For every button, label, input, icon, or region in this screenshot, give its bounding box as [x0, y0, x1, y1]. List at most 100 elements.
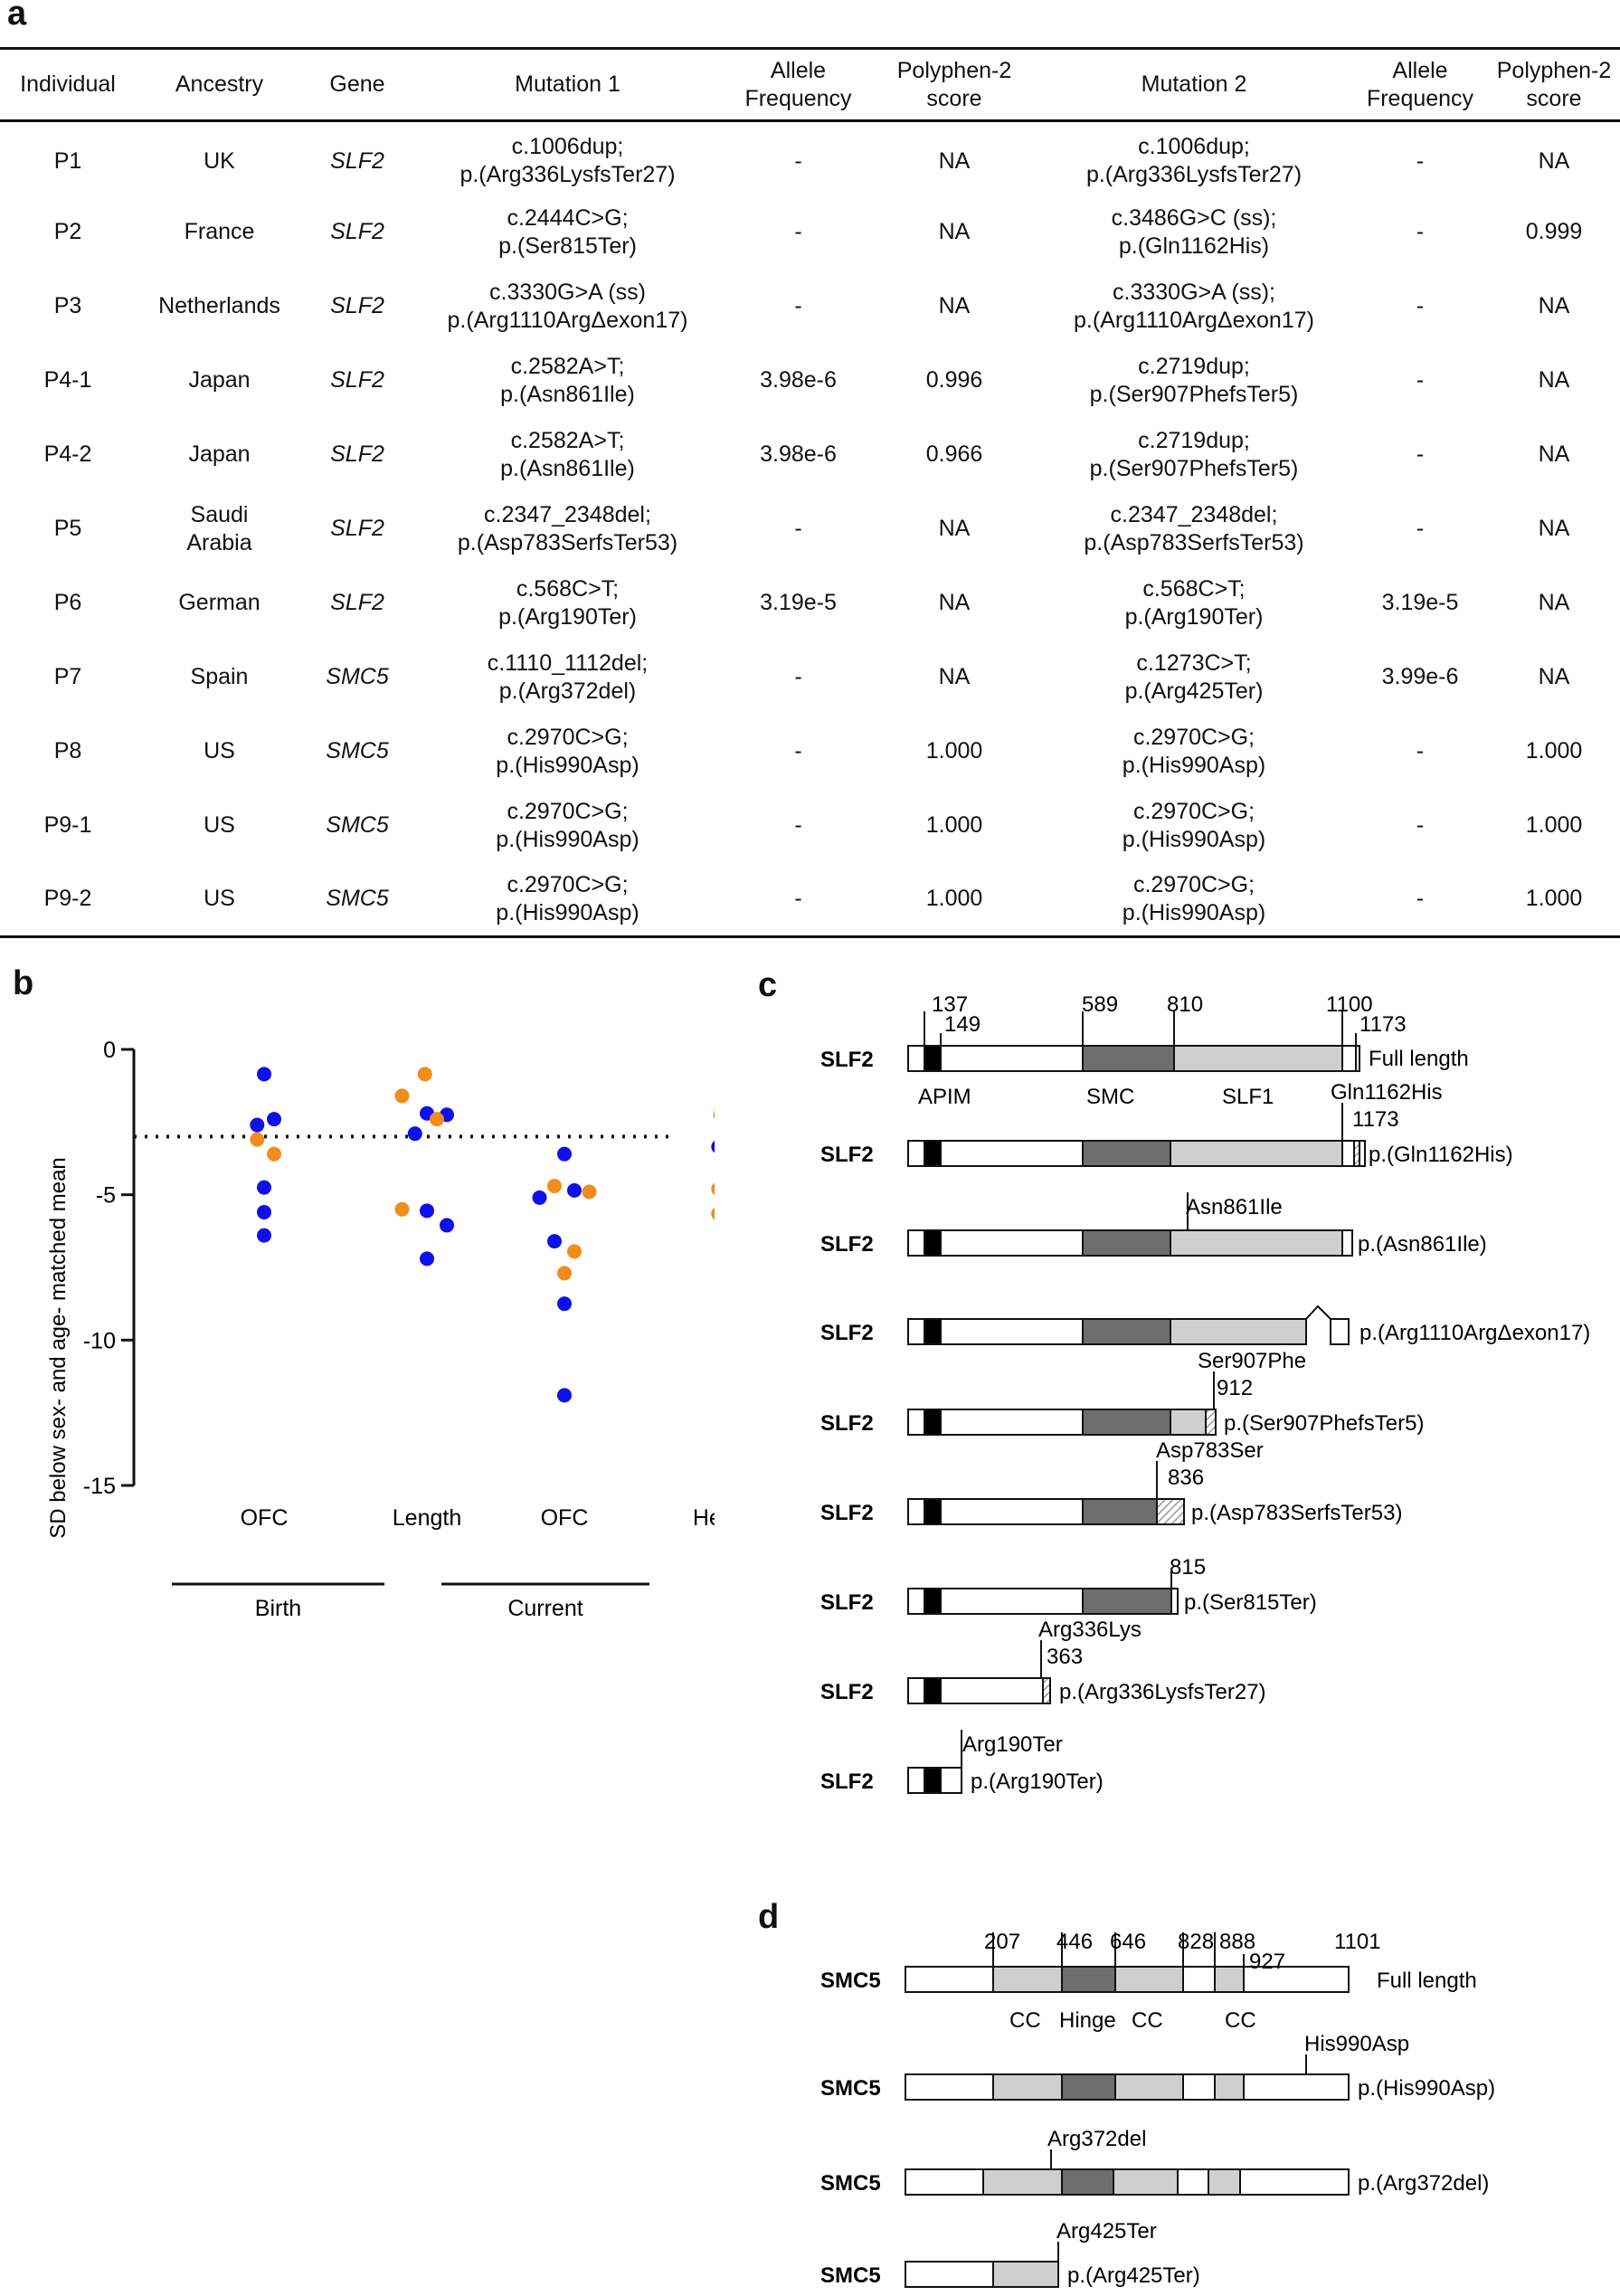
group-label: Birth: [255, 1596, 301, 1621]
position-number: 810: [1167, 992, 1203, 1017]
domain-box: [924, 1498, 942, 1525]
variant-label: Full length: [1369, 1047, 1469, 1071]
domain-box: [1082, 1409, 1171, 1436]
y-tick-label: -5: [96, 1183, 116, 1209]
cell-line: c.2970C>G;: [1132, 798, 1255, 824]
domain-box: [907, 1318, 925, 1345]
data-point: [547, 1179, 562, 1194]
gene-name: SLF2: [820, 1680, 874, 1704]
y-tick-label: 0: [103, 1038, 116, 1063]
domain-label: SLF1: [1222, 1085, 1274, 1109]
domain-box: [1208, 2168, 1241, 2196]
domain-box: [1330, 1318, 1350, 1345]
position-number: 446: [1056, 1930, 1093, 1954]
variant-table: Individual Ancestry Gene Mutation 1 Allele Fr…: [0, 47, 1620, 938]
cell-af2: -: [1416, 516, 1425, 541]
domain-box: [982, 2168, 1063, 2196]
cell-af1: -: [794, 738, 802, 764]
position-number: 589: [1082, 992, 1118, 1017]
cell-individual: P9-1: [43, 812, 92, 838]
gene-name: SLF2: [820, 1321, 874, 1345]
cell-pp2: NA: [1538, 147, 1570, 174]
variant-label: p.(Arg425Ter): [1067, 2263, 1200, 2288]
cell-line: p.(Ser907PhefsTer5): [1089, 455, 1299, 481]
domain-box: [1243, 1966, 1350, 1993]
cell-line: German: [178, 590, 261, 615]
cell-individual: P1: [53, 147, 82, 174]
domain-box: [1214, 1966, 1245, 1993]
mutation-label: Arg190Ter: [962, 1732, 1063, 1757]
variant-label: p.(Ser907PhefsTer5): [1224, 1411, 1424, 1436]
data-point: [547, 1234, 562, 1249]
position-number: 1173: [1359, 1012, 1407, 1037]
domain-box: [1341, 1140, 1355, 1167]
cell-line: p.(Asp783SerfsTer53): [457, 529, 678, 555]
cell-line: c.2970C>G;: [507, 871, 629, 897]
domain-box: [940, 1140, 1084, 1167]
cell-pp1: NA: [938, 147, 971, 174]
cell-af1: 3.19e-5: [760, 590, 837, 615]
cell-pp2: NA: [1538, 367, 1570, 393]
gene-name: SLF2: [820, 1411, 874, 1436]
domain-box: [940, 1498, 1084, 1525]
header-line: Ancestry: [175, 71, 264, 97]
gene-name: SMC5: [820, 1969, 881, 1993]
cell-line: p.(Ser815Ter): [498, 232, 637, 259]
cell-line: p.(His990Asp): [1122, 899, 1266, 925]
domain-box: [1170, 1140, 1343, 1167]
cell-af2: -: [1416, 367, 1425, 393]
data-point: [250, 1117, 265, 1133]
cell-line: c.2347_2348del;: [1110, 501, 1278, 527]
mutation-label: Asp783Ser: [1156, 1438, 1264, 1463]
domain-box: [940, 1588, 1084, 1615]
domain-box: [907, 1409, 925, 1436]
domain-box: [924, 1409, 942, 1436]
cell-mut2: c.2970C>G; p.(His990Asp): [1036, 789, 1352, 863]
data-point: [267, 1146, 281, 1162]
cell-pp1: 1.000: [925, 812, 983, 838]
cell-line: France: [184, 219, 255, 244]
data-point: [711, 1207, 715, 1220]
cell-mut1: c.568C>T; p.(Arg190Ter): [412, 566, 724, 640]
variant-label: p.(His990Asp): [1358, 2076, 1495, 2101]
panel-label-b: b: [13, 964, 34, 1002]
cell-mut2: c.568C>T; p.(Arg190Ter): [1036, 566, 1352, 640]
data-point: [711, 1140, 715, 1153]
cell-ancestry: Japan: [136, 344, 303, 418]
position-number: 1101: [1334, 1930, 1381, 1954]
data-point: [420, 1203, 434, 1219]
domain-box: [1082, 1318, 1171, 1345]
cell-line: Saudi: [190, 501, 249, 527]
cell-af2: -: [1416, 293, 1425, 318]
domain-box: [1113, 2168, 1179, 2196]
cell-pp2: 0.999: [1525, 219, 1583, 244]
cell-af2: -: [1416, 812, 1425, 838]
position-number: 149: [944, 1012, 981, 1037]
cell-gene: SLF2: [330, 590, 384, 615]
cell-af2: -: [1416, 219, 1425, 244]
cell-mut1: c.2444C>G; p.(Ser815Ter): [412, 195, 724, 270]
cell-pp2: 1.000: [1525, 738, 1583, 764]
cell-af1: -: [794, 219, 802, 244]
gene-name: SMC5: [820, 2263, 881, 2288]
data-point: [557, 1146, 572, 1162]
header-cell: Individual: [0, 49, 136, 121]
domain-box: [1170, 1409, 1207, 1436]
mutation-label: His990Asp: [1304, 2032, 1409, 2056]
table-row: P7 Spain SMC5 c.1110_1112del; p.(Arg372del) -…: [0, 640, 1620, 715]
header-line: Gene: [329, 71, 385, 97]
cell-line: p.(Arg372del): [498, 678, 637, 704]
domain-box: [940, 1318, 1084, 1345]
cell-ancestry: German: [136, 566, 303, 640]
mutation-label: Asn861Ile: [1186, 1195, 1283, 1219]
cell-mut2: c.3330G>A (ss); p.(Arg1110ArgΔexon17): [1036, 270, 1352, 344]
domain-label: Hinge: [1059, 2008, 1116, 2033]
position-number: 207: [984, 1930, 1020, 1954]
y-axis-label: SD below sex- and age- matched mean: [46, 1157, 71, 1539]
cell-pp1: NA: [938, 293, 971, 318]
gene-name: SLF2: [820, 1590, 874, 1615]
cell-pp2: NA: [1538, 441, 1570, 467]
cell-line: c.2347_2348del;: [484, 501, 651, 527]
cell-line: c.3486G>C (ss);: [1111, 204, 1277, 231]
header-line: score: [926, 85, 982, 111]
